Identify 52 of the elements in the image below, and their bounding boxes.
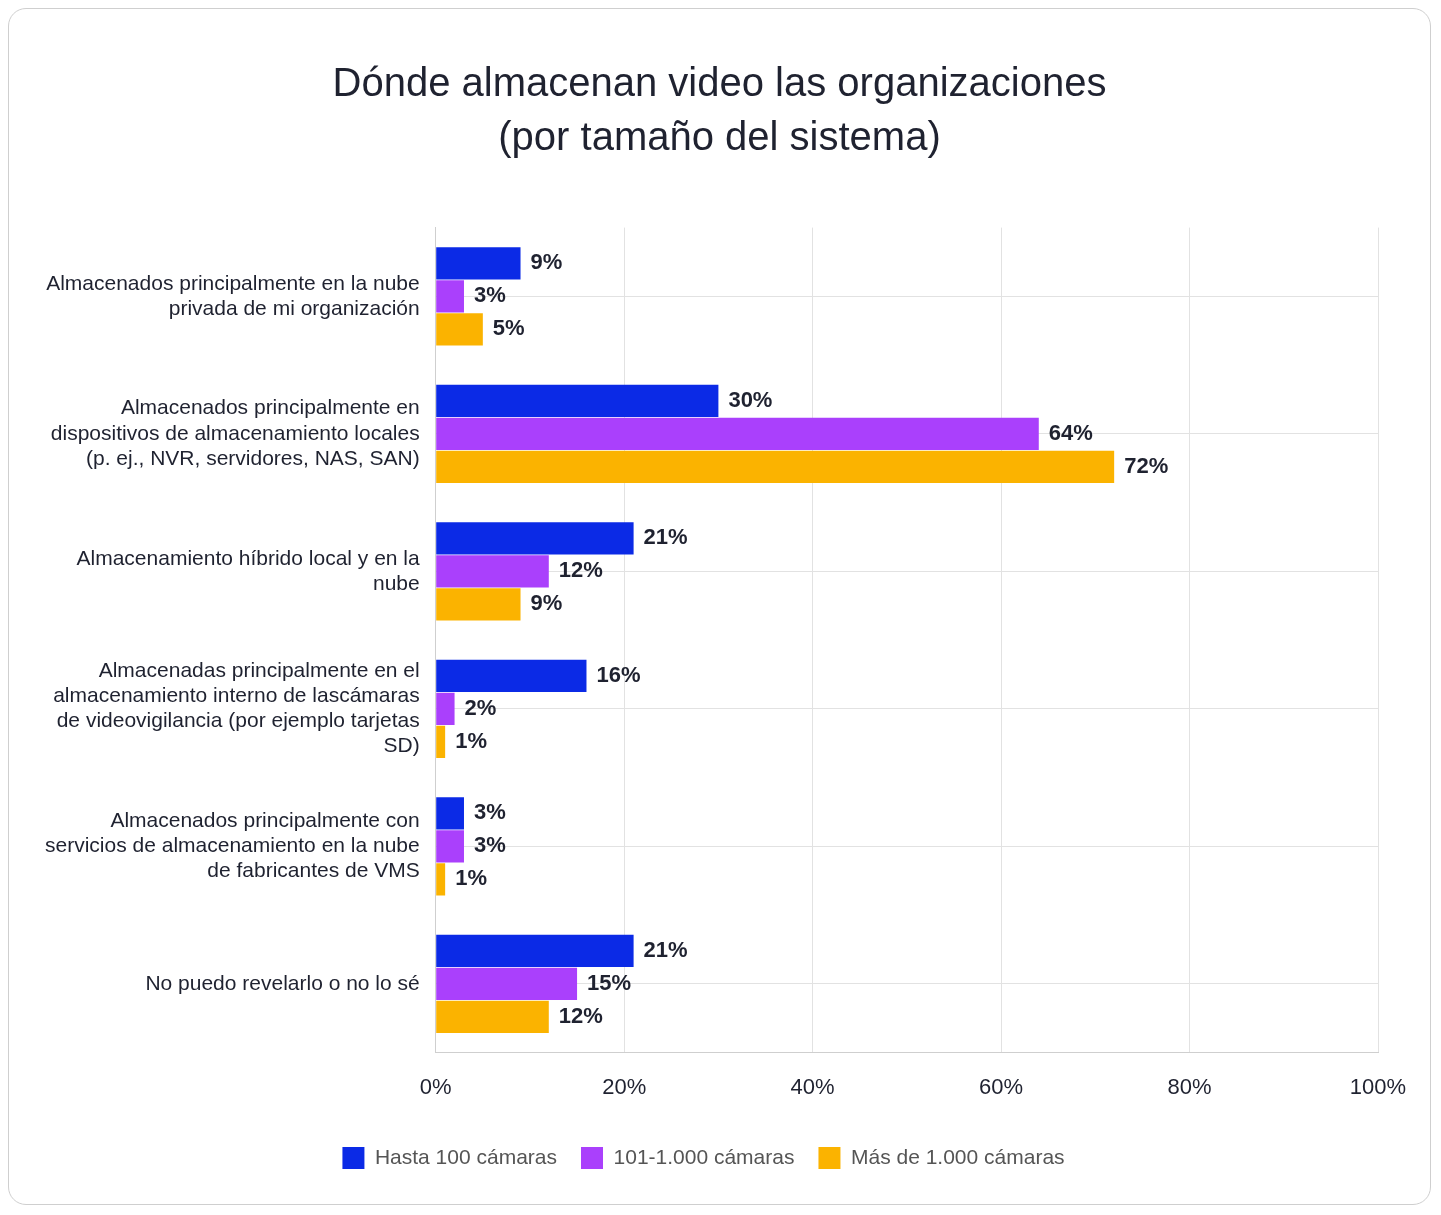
- data-label: 16%: [596, 661, 641, 687]
- bar: [436, 692, 455, 726]
- data-label: 12%: [558, 1002, 603, 1028]
- data-label: 15%: [587, 969, 632, 995]
- bar: [436, 934, 634, 968]
- bar: [436, 659, 587, 693]
- data-label: 5%: [492, 315, 525, 341]
- x-tick-label: 80%: [1167, 1073, 1212, 1099]
- data-label: 21%: [643, 936, 688, 962]
- data-label: 72%: [1124, 452, 1169, 478]
- bar: [436, 863, 446, 896]
- data-label: 3%: [473, 799, 506, 825]
- x-tick-label: 0%: [419, 1073, 452, 1099]
- legend-label: Hasta 100 cámaras: [374, 1144, 558, 1168]
- data-label: 21%: [643, 524, 688, 550]
- bar: [436, 725, 446, 759]
- chart-title: Dónde almacenan video las organizaciones (por tamaño del sistema): [331, 59, 1108, 160]
- bar: [436, 280, 464, 313]
- bar: [436, 797, 464, 830]
- bar: [436, 588, 521, 621]
- bar: [436, 450, 1115, 484]
- bar: [436, 313, 483, 346]
- y-tick-label: Almacenamiento híbrido local y en la nube: [76, 545, 421, 594]
- x-tick-label: 60%: [979, 1073, 1024, 1099]
- y-tick-label: Almacenados principalmente en la nube privada de mi organización: [46, 270, 420, 319]
- data-label: 2%: [464, 694, 497, 720]
- y-tick-label: Almacenadas principalmente en el almacenamiento interno de lascámaras de videovigilancia (por ejemplo tarjetas SD): [53, 657, 420, 757]
- bar: [436, 967, 578, 1001]
- y-tick-label: No puedo revelarlo o no lo sé: [145, 970, 420, 994]
- bar: [436, 417, 1039, 451]
- data-label: 12%: [558, 557, 603, 583]
- data-label: 3%: [473, 282, 506, 308]
- data-label: 64%: [1048, 419, 1093, 445]
- bar: [436, 522, 634, 555]
- bar: [436, 247, 521, 280]
- x-tick-label: 40%: [790, 1073, 835, 1099]
- bar: [436, 384, 719, 418]
- data-label: 3%: [473, 832, 506, 858]
- data-label: 30%: [728, 386, 773, 412]
- bar: [436, 555, 549, 588]
- data-label: 1%: [455, 727, 487, 753]
- data-label: 1%: [455, 865, 487, 891]
- bar: [436, 830, 464, 863]
- bar: [436, 1000, 549, 1034]
- legend-label: 101-1.000 cámaras: [613, 1144, 795, 1168]
- data-label: 9%: [530, 249, 563, 275]
- x-tick-label: 100%: [1349, 1073, 1407, 1099]
- y-tick-label: Almacenados principalmente en dispositivos de almacenamiento locales (p. ej., NVR, servidores, NAS, SAN): [50, 395, 420, 469]
- data-label: 9%: [530, 590, 563, 616]
- x-tick-label: 20%: [602, 1073, 647, 1099]
- legend-label: Más de 1.000 cámaras: [850, 1144, 1065, 1168]
- y-tick-label: Almacenados principalmente con servicios de almacenamiento en la nube de fabricantes de VMS: [45, 807, 420, 882]
